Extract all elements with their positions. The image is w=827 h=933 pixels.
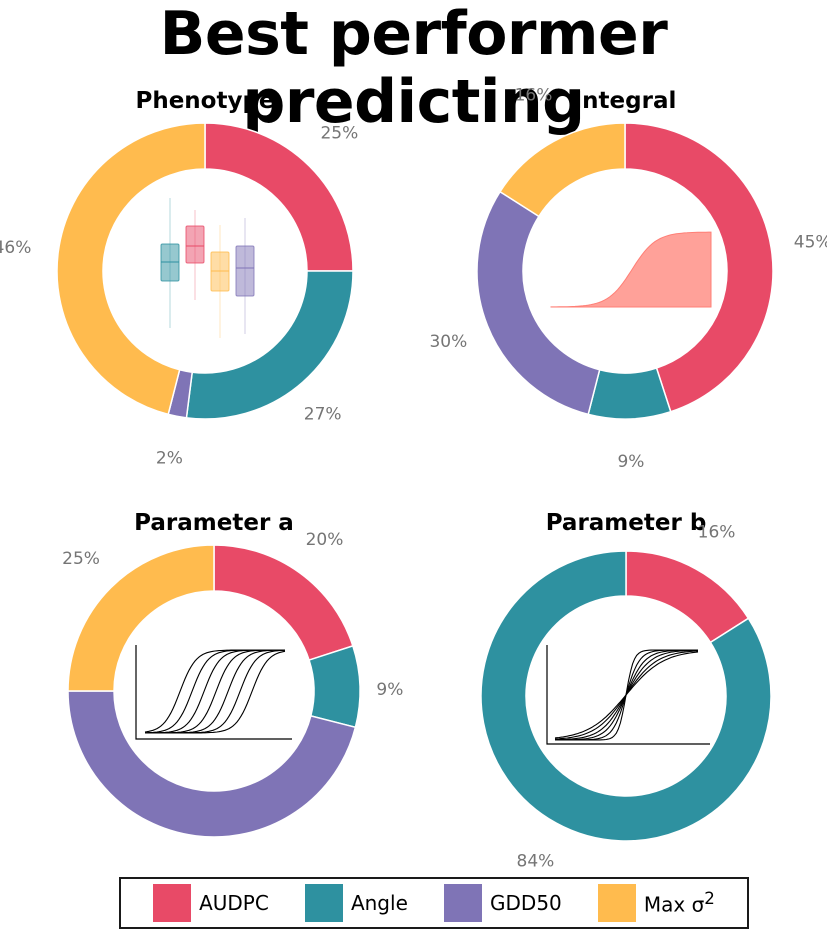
slice-percent-label: 45%: [794, 232, 827, 252]
slice-percent-label: 16%: [698, 522, 736, 542]
slice-percent-label: 25%: [62, 549, 100, 569]
donut-slice: [499, 122, 626, 218]
main-title: Best performer predicting: [159, 0, 668, 137]
slice-percent-label: 9%: [376, 680, 403, 700]
slice-percent-label: 9%: [617, 452, 644, 472]
donut-slice: [204, 122, 354, 272]
area-curve-inset: [550, 231, 712, 308]
legend-swatch: [597, 884, 636, 922]
donut-slice: [625, 550, 750, 644]
donut-chart-4: Parameter b16% 84%: [480, 510, 772, 870]
panel-title: Parameter a: [134, 510, 294, 536]
donut-chart-3: Parameter a 20% 9% 46% 25%: [62, 510, 403, 870]
legend-item-audpc: AUDPC: [153, 884, 269, 922]
legend: AUDPC Angle GDD50 Max σ2: [119, 877, 749, 929]
legend-item-gdd50: GDD50: [444, 884, 562, 922]
legend-label: Angle: [350, 891, 408, 915]
legend-swatch: [444, 884, 483, 922]
steepness-sigmoids-inset: [546, 645, 710, 745]
donut-chart-2: Integral 45% 9% 30% 16%: [429, 86, 827, 472]
donut-slice: [476, 190, 601, 416]
slice-percent-label: 2%: [156, 449, 183, 469]
donut-slice: [56, 122, 206, 416]
legend-swatch: [304, 884, 343, 922]
donut-slice: [67, 690, 357, 838]
donut-slice: [624, 122, 774, 413]
slice-percent-label: 30%: [429, 332, 467, 352]
slice-percent-label: 46%: [172, 869, 210, 870]
shifted-sigmoids-inset: [135, 645, 292, 740]
slice-percent-label: 25%: [320, 124, 358, 144]
legend-item-angle: Angle: [304, 884, 408, 922]
legend-swatch: [153, 884, 192, 922]
boxplots-inset: [160, 198, 255, 338]
panel-title: Phenotype: [135, 88, 274, 114]
slice-percent-label: 20%: [306, 530, 344, 550]
slice-percent-label: 16%: [515, 86, 553, 106]
donut-slice: [213, 544, 354, 662]
slice-percent-label: 46%: [0, 238, 31, 258]
donut-slice: [67, 544, 215, 692]
donut-chart-1: Phenotype 25% 27% 2% 46%: [0, 88, 358, 469]
legend-label: Max σ2: [643, 889, 715, 917]
legend-label: AUDPC: [199, 891, 269, 915]
panel-title: Parameter b: [546, 510, 707, 536]
donut-slice: [185, 270, 354, 420]
donut-slice: [480, 550, 772, 842]
legend-label: GDD50: [490, 891, 562, 915]
charts-canvas: Phenotype25%27%2%46%Integral45%9%30%16%P…: [0, 86, 827, 870]
donut-slice: [587, 367, 672, 420]
slice-percent-label: 27%: [304, 405, 342, 425]
donut-slice: [308, 644, 361, 729]
legend-item-max: Max σ2: [597, 884, 715, 922]
panel-title: Integral: [574, 88, 677, 114]
slice-percent-label: 84%: [517, 852, 555, 870]
